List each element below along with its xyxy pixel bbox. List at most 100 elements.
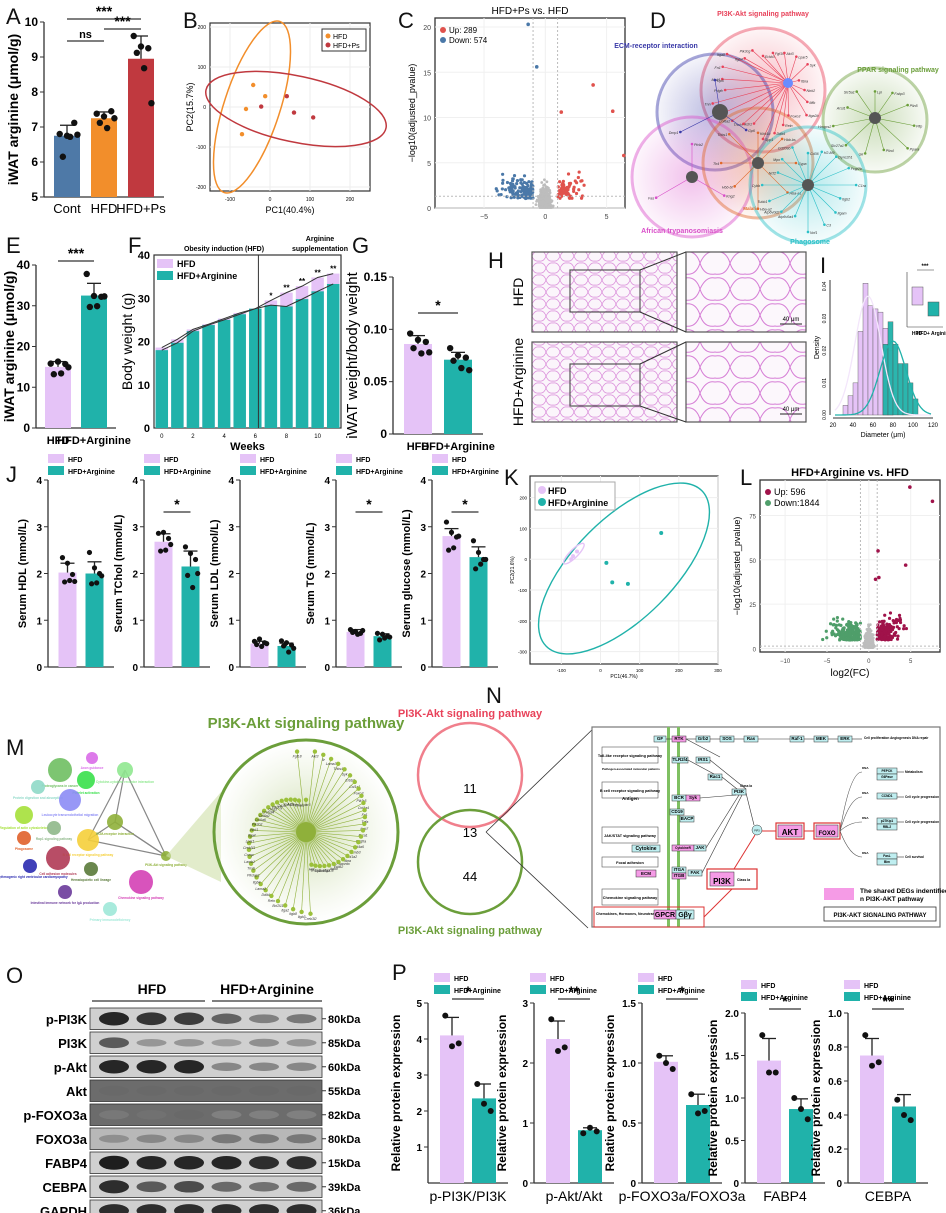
term-node bbox=[23, 859, 37, 873]
pathway-box-label: B cell receptor signaling pathway bbox=[600, 789, 661, 793]
x-axis-label: PC1(40.4%) bbox=[265, 205, 314, 215]
y-tick-label: 1 bbox=[132, 616, 138, 627]
gene-node bbox=[743, 57, 747, 60]
gene-label: Gng3 bbox=[268, 808, 277, 812]
y-tick-label: 15 bbox=[423, 70, 431, 77]
data-point bbox=[137, 43, 145, 50]
gene-node bbox=[863, 152, 867, 155]
legend-marker bbox=[765, 489, 771, 495]
data-point bbox=[701, 1108, 708, 1114]
term-node bbox=[58, 885, 72, 899]
pip3-label: PIP3 bbox=[754, 830, 760, 833]
venn-circle-a bbox=[416, 721, 524, 829]
legend-swatch bbox=[157, 259, 173, 268]
gene-edge bbox=[284, 831, 307, 906]
down-point bbox=[849, 621, 853, 625]
gene-label: Akt3 bbox=[785, 52, 793, 56]
x-tick-label: -100 bbox=[225, 197, 235, 203]
blot-band bbox=[99, 1037, 129, 1049]
bar bbox=[373, 636, 392, 667]
hub-node bbox=[712, 104, 728, 120]
gene-node bbox=[832, 124, 835, 128]
zoom-connector bbox=[485, 726, 596, 833]
outcome-label: Cell cycle progression bbox=[905, 795, 939, 799]
cd19-label: CD19 bbox=[671, 809, 683, 814]
gene-node bbox=[248, 861, 254, 866]
gene-label: Thbs2 bbox=[311, 869, 321, 873]
data-point bbox=[446, 547, 452, 553]
ns-point bbox=[540, 194, 544, 198]
x-tick-label: 80 bbox=[890, 423, 897, 429]
gene-edge bbox=[845, 117, 876, 146]
blot-band bbox=[211, 1155, 242, 1170]
gene-edge bbox=[305, 763, 339, 833]
membrane-line bbox=[677, 727, 680, 927]
pathway-box bbox=[601, 826, 659, 844]
down-point bbox=[836, 632, 841, 636]
gene-label: Chrm2 bbox=[290, 803, 301, 807]
down-point bbox=[494, 187, 498, 191]
y-tick-label: 3 bbox=[522, 999, 528, 1010]
legend-label: Down:1844 bbox=[774, 498, 820, 508]
legend-label: HFD+Arginine bbox=[177, 271, 237, 281]
y-tick-label: -100 bbox=[518, 588, 528, 593]
data-point bbox=[66, 133, 74, 140]
y-axis-label: iWAT arginine (μmol/g) bbox=[1, 271, 17, 422]
y-tick-label: 0.5 bbox=[725, 1137, 739, 1148]
legend-swatch bbox=[638, 973, 654, 982]
y-tick-label: 50 bbox=[749, 559, 756, 565]
gene-node bbox=[690, 142, 694, 146]
pip3-node bbox=[751, 824, 763, 836]
gene-edge bbox=[769, 184, 809, 202]
x-tick-label: 10 bbox=[314, 434, 321, 440]
gene-node bbox=[720, 77, 724, 81]
y-tick-label: 0 bbox=[630, 1179, 636, 1190]
y-tick-label: 0 bbox=[380, 427, 387, 441]
legend-marker bbox=[538, 486, 546, 494]
gene-node bbox=[781, 123, 785, 127]
histogram-bin bbox=[902, 363, 909, 416]
blot-band bbox=[211, 1013, 242, 1024]
x-tick-label: 0 bbox=[269, 197, 272, 203]
legend-label: HFD+Arginine bbox=[864, 995, 911, 1002]
up-point bbox=[904, 626, 909, 631]
gene-node bbox=[261, 808, 267, 814]
panel-label-e: E bbox=[6, 233, 21, 258]
gene-node bbox=[727, 132, 731, 136]
data-point bbox=[772, 1069, 779, 1076]
ns-point bbox=[871, 633, 875, 637]
bar-arginine bbox=[171, 342, 184, 428]
significance-label: ** bbox=[569, 983, 580, 999]
chart-n-venn-kegg: PI3K-Akt signaling pathway 11 13 44 PI3K-Akt… bbox=[398, 708, 946, 937]
chart-title: HFD+Arginine vs. HFD bbox=[791, 467, 909, 479]
gene-node bbox=[296, 798, 302, 803]
ns-point bbox=[867, 646, 871, 650]
data-point bbox=[65, 364, 72, 371]
data-point bbox=[766, 1069, 772, 1076]
gene-node bbox=[356, 840, 361, 845]
cd19-box bbox=[669, 808, 685, 816]
panel-label-a: A bbox=[6, 4, 21, 29]
down-point bbox=[839, 637, 843, 641]
data-point bbox=[99, 573, 105, 579]
data-point bbox=[263, 94, 268, 99]
ns-point bbox=[535, 198, 539, 202]
ns-point bbox=[538, 205, 542, 209]
down-point bbox=[531, 196, 535, 200]
data-point bbox=[57, 370, 65, 377]
legend-swatch bbox=[336, 466, 352, 475]
data-point bbox=[71, 119, 78, 127]
gene-edge bbox=[305, 769, 345, 833]
data-point bbox=[625, 581, 630, 586]
y-tick-label: 1 bbox=[522, 1119, 528, 1130]
legend-marker bbox=[325, 33, 331, 39]
data-point bbox=[473, 566, 479, 572]
term-label: PI3K-Akt signaling pathway bbox=[145, 863, 187, 867]
data-point bbox=[695, 1110, 701, 1117]
legend-label: HFD bbox=[454, 976, 468, 983]
data-point bbox=[185, 572, 191, 578]
data-point bbox=[89, 581, 95, 587]
kda-label: 85kDa bbox=[328, 1038, 361, 1050]
gene-node bbox=[274, 800, 280, 805]
gene-label: Thbs4 bbox=[333, 767, 343, 771]
